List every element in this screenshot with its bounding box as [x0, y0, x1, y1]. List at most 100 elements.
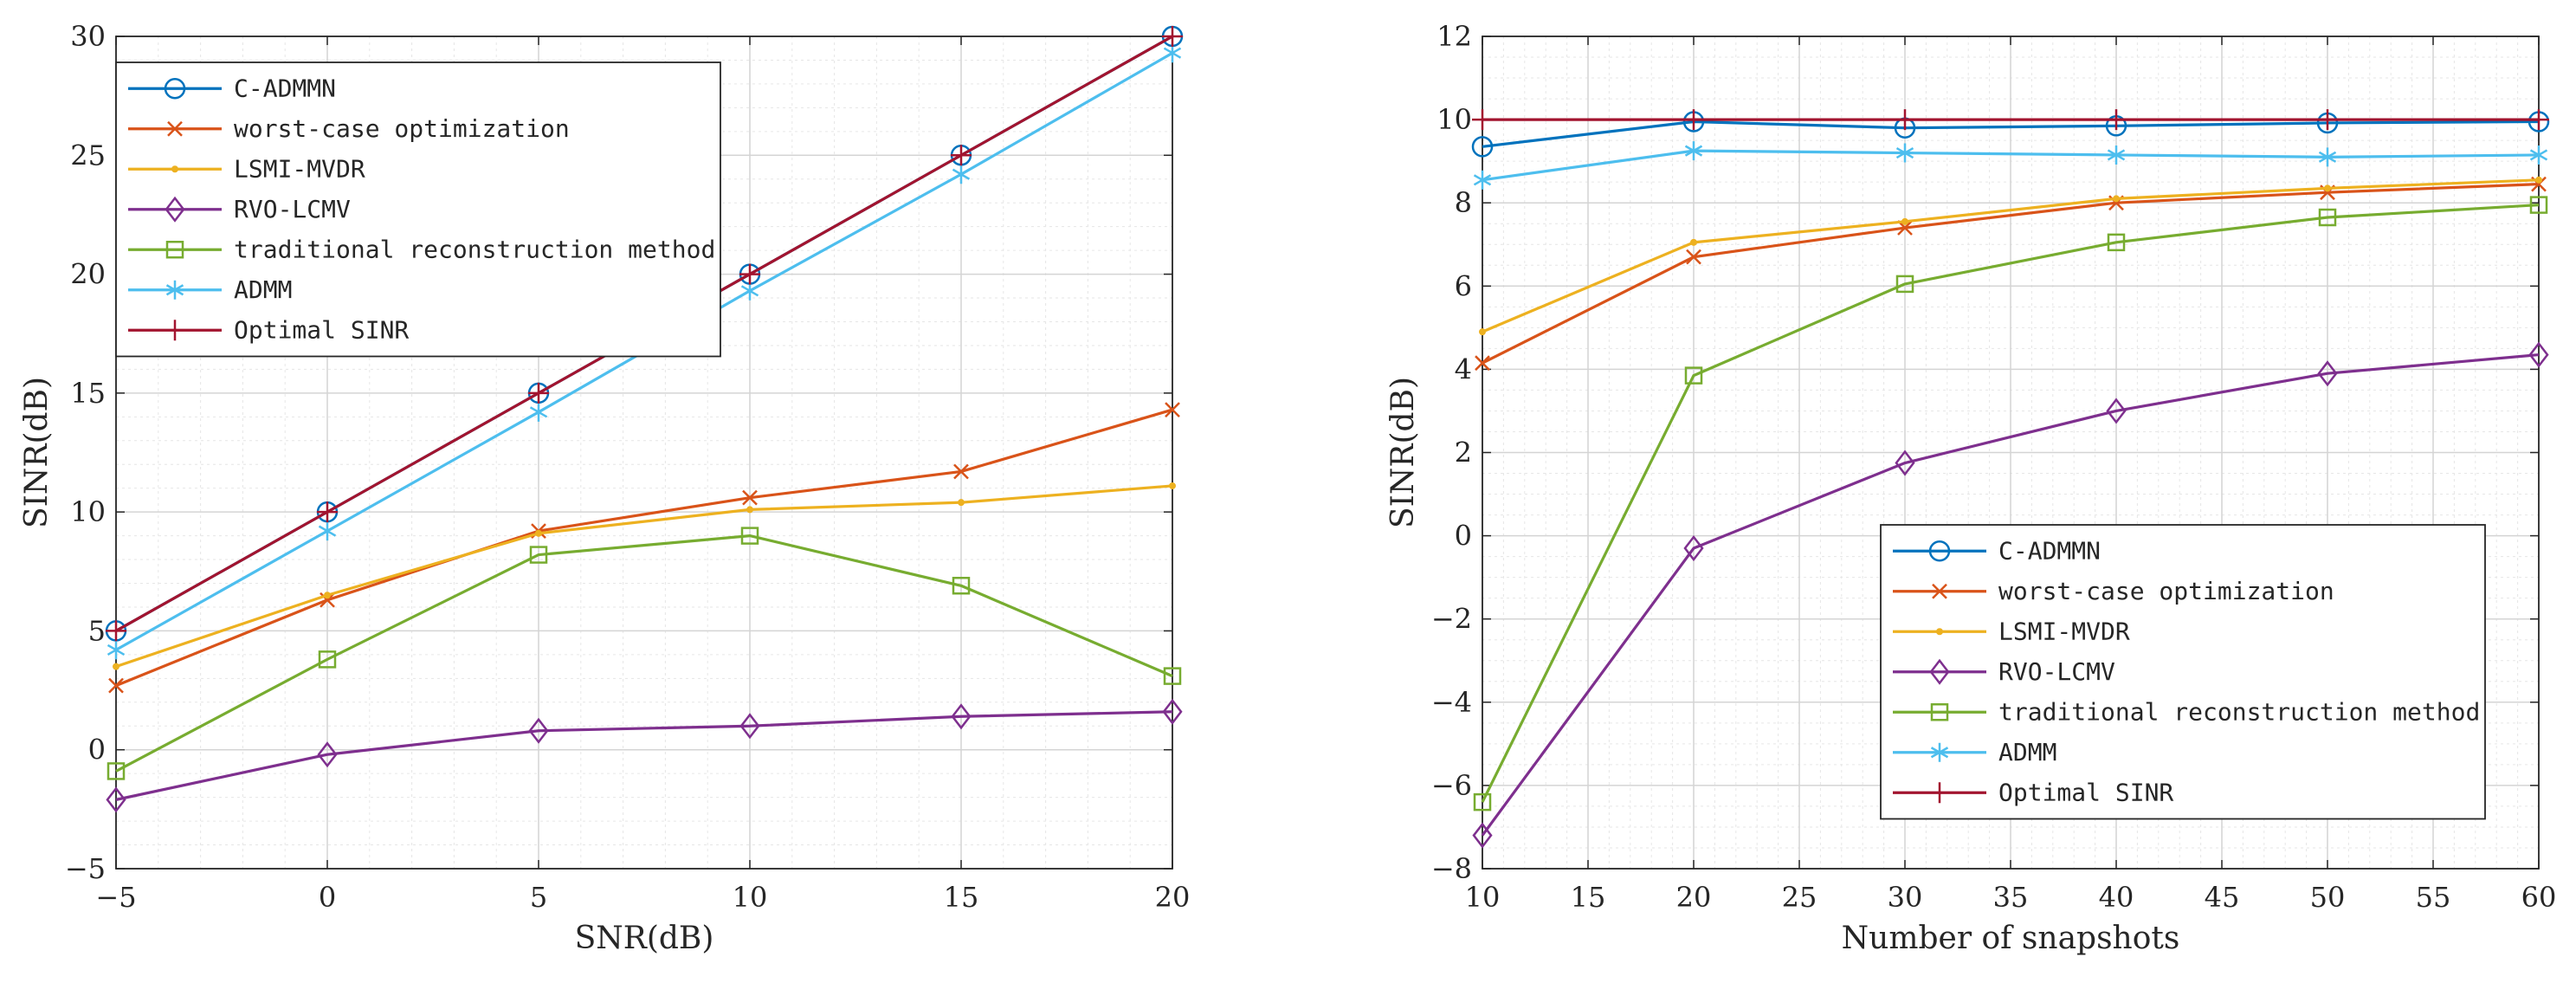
series-line: [1482, 182, 2540, 365]
x-tick-label: 25: [1782, 881, 1817, 914]
data-point: [106, 786, 126, 813]
legend: C-ADMMN worst-case optimization LSMI-MVDR R…: [115, 61, 721, 358]
series-worst-case-optimization: [108, 402, 1180, 694]
series-rvo-lcmv: [106, 698, 1183, 813]
x-tick-label: 0: [319, 881, 336, 914]
y-tick-label: 2: [1455, 437, 1472, 469]
data-point: [1471, 136, 1494, 158]
legend-label: ADMM: [234, 275, 292, 304]
data-point: [2317, 360, 2338, 387]
x-tick-label: 50: [2310, 881, 2346, 914]
x-axis-label: SNR(dB): [575, 921, 714, 956]
x-tick-label: 20: [1676, 881, 1712, 914]
data-point: [529, 546, 548, 564]
x-tick-label: 5: [530, 881, 547, 914]
legend-label: worst-case optimization: [1998, 577, 2334, 605]
data-point: [1165, 402, 1180, 417]
legend-label: Optimal SINR: [234, 315, 409, 344]
data-point: [1163, 667, 1182, 685]
series-line: [115, 484, 1173, 669]
data-point: [740, 527, 759, 545]
x-tick-label: 30: [1888, 881, 1923, 914]
legend-swatch-marker: [165, 320, 185, 341]
data-point: [108, 677, 124, 694]
data-point: [1683, 109, 1704, 131]
x-tick-label: 15: [1571, 881, 1606, 914]
legend-label: RVO-LCMV: [234, 195, 351, 223]
data-point: [1683, 534, 1704, 562]
data-point: [1690, 238, 1697, 246]
legend-label: C-ADMMN: [234, 74, 336, 102]
legend-label: ADMM: [1998, 738, 2056, 766]
data-point: [1472, 109, 1493, 131]
y-axis-label: SINR(dB): [19, 377, 55, 528]
legend-swatch-marker: [165, 196, 185, 223]
data-point: [107, 640, 126, 660]
series-line: [115, 534, 1173, 773]
data-point: [951, 703, 972, 730]
legend-swatch-marker: [164, 78, 186, 100]
data-point: [1686, 249, 1701, 265]
legend-swatch-marker: [1930, 703, 1949, 721]
data-point: [1479, 328, 1486, 336]
data-point: [742, 489, 758, 506]
legend-swatch-marker: [1936, 628, 1943, 636]
data-point: [1901, 217, 1908, 225]
data-point: [529, 402, 548, 422]
data-point: [106, 620, 126, 642]
data-point: [2529, 196, 2548, 214]
data-point: [739, 263, 760, 285]
data-point: [2528, 341, 2549, 368]
series-traditional-reconstruction-method: [1473, 196, 2548, 812]
data-point: [1684, 141, 1703, 161]
data-point: [1895, 143, 1914, 163]
data-point: [951, 145, 972, 166]
series-lsmi-mvdr: [113, 482, 1176, 670]
data-point: [317, 501, 338, 523]
legend-swatch-marker: [167, 120, 183, 137]
series-admm: [1473, 141, 2548, 190]
data-point: [1169, 482, 1176, 489]
data-point: [952, 577, 971, 595]
data-point: [953, 463, 969, 480]
legend-label: LSMI-MVDR: [234, 154, 365, 183]
data-point: [528, 717, 549, 744]
data-point: [113, 663, 119, 670]
data-point: [2318, 147, 2337, 167]
data-point: [1473, 170, 1492, 190]
y-tick-label: −2: [1431, 603, 1472, 636]
data-point: [1472, 822, 1493, 849]
data-point: [2528, 109, 2549, 131]
legend-swatch-marker: [165, 280, 184, 300]
y-tick-label: 10: [70, 495, 106, 528]
data-point: [317, 741, 338, 768]
x-tick-label: 45: [2205, 881, 2240, 914]
x-tick-label: 20: [1155, 881, 1191, 914]
data-point: [2529, 145, 2548, 165]
series-line: [1482, 178, 2540, 333]
chart-2: 10 15 20 25 30 35 40 45 50 55 60 −8 −6 −4 −2 0 2 4 6 8 10 12 N…: [1385, 20, 2556, 956]
data-point: [107, 762, 126, 780]
axes-box: [115, 36, 1173, 870]
data-point: [528, 382, 549, 404]
x-tick-label: 55: [2416, 881, 2451, 914]
data-point: [2107, 233, 2126, 252]
x-tick-label: 10: [1465, 881, 1501, 914]
series-line: [115, 710, 1173, 801]
legend-swatch-marker: [1932, 583, 1947, 599]
x-axis-label: Number of snapshots: [1842, 921, 2180, 956]
legend-label: Optimal SINR: [1998, 778, 2173, 806]
x-tick-label: 40: [2099, 881, 2134, 914]
data-point: [1162, 698, 1183, 725]
y-tick-label: 8: [1455, 186, 1472, 219]
x-tick-label: 10: [733, 881, 768, 914]
y-axis-label: SINR(dB): [1385, 377, 1421, 528]
x-tick-label: −5: [95, 881, 136, 914]
data-point: [2106, 398, 2127, 424]
y-tick-label: 30: [70, 20, 106, 53]
legend-swatch-marker: [1929, 782, 1950, 804]
x-tick-label: 35: [1993, 881, 2029, 914]
data-point: [318, 650, 337, 669]
y-tick-label: 15: [70, 377, 106, 410]
data-point: [535, 529, 542, 537]
